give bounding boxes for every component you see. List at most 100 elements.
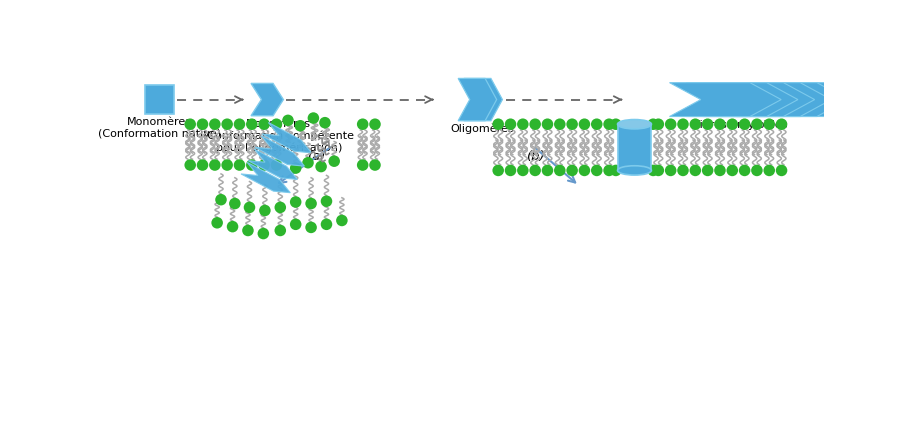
Circle shape	[739, 118, 750, 130]
Circle shape	[702, 118, 713, 130]
Circle shape	[242, 225, 253, 236]
Circle shape	[320, 219, 332, 230]
Circle shape	[714, 165, 726, 176]
Circle shape	[221, 118, 233, 130]
Circle shape	[591, 165, 602, 176]
Circle shape	[258, 118, 270, 130]
Polygon shape	[248, 149, 297, 179]
Circle shape	[290, 219, 301, 230]
Circle shape	[726, 165, 738, 176]
Circle shape	[196, 159, 208, 171]
Circle shape	[739, 165, 750, 176]
Circle shape	[369, 118, 381, 130]
Circle shape	[591, 118, 602, 130]
Circle shape	[306, 222, 317, 233]
Circle shape	[677, 165, 688, 176]
Circle shape	[689, 118, 701, 130]
Circle shape	[243, 202, 255, 213]
Circle shape	[336, 215, 348, 226]
Circle shape	[665, 118, 677, 130]
Circle shape	[505, 118, 516, 130]
Circle shape	[492, 118, 504, 130]
Circle shape	[185, 118, 196, 130]
Circle shape	[246, 118, 258, 130]
Circle shape	[776, 165, 788, 176]
Text: Oligomères: Oligomères	[450, 124, 514, 134]
Polygon shape	[736, 83, 848, 117]
Circle shape	[369, 159, 381, 171]
Polygon shape	[251, 83, 284, 116]
Circle shape	[234, 159, 245, 171]
Circle shape	[610, 118, 621, 130]
Circle shape	[290, 196, 301, 208]
Circle shape	[751, 165, 763, 176]
Circle shape	[274, 225, 286, 236]
Circle shape	[211, 217, 223, 229]
Circle shape	[542, 118, 554, 130]
Circle shape	[258, 159, 270, 171]
Polygon shape	[464, 78, 502, 121]
Polygon shape	[687, 83, 798, 117]
Polygon shape	[241, 162, 290, 193]
Circle shape	[610, 165, 621, 176]
Circle shape	[302, 157, 314, 168]
Circle shape	[230, 198, 241, 210]
Circle shape	[295, 120, 306, 131]
Circle shape	[308, 112, 319, 124]
Circle shape	[271, 159, 282, 171]
Bar	[145, 85, 174, 114]
Circle shape	[357, 118, 368, 130]
Polygon shape	[754, 83, 865, 117]
Circle shape	[751, 118, 763, 130]
Circle shape	[492, 165, 504, 176]
Circle shape	[209, 159, 220, 171]
Text: (b): (b)	[527, 149, 546, 162]
Bar	[618, 124, 652, 170]
Ellipse shape	[618, 120, 652, 129]
Polygon shape	[263, 123, 311, 153]
Circle shape	[319, 117, 330, 128]
Circle shape	[246, 159, 258, 171]
Circle shape	[603, 118, 615, 130]
Circle shape	[209, 118, 220, 130]
Polygon shape	[669, 83, 781, 117]
Circle shape	[726, 118, 738, 130]
Circle shape	[259, 205, 271, 216]
Polygon shape	[720, 83, 832, 117]
Circle shape	[306, 198, 317, 210]
Circle shape	[764, 118, 775, 130]
Circle shape	[517, 118, 529, 130]
Circle shape	[221, 159, 233, 171]
Circle shape	[290, 162, 301, 174]
Circle shape	[566, 118, 578, 130]
Circle shape	[554, 165, 565, 176]
Circle shape	[764, 165, 775, 176]
Polygon shape	[703, 83, 814, 117]
Circle shape	[215, 194, 227, 206]
Circle shape	[357, 159, 368, 171]
Circle shape	[647, 165, 659, 176]
Circle shape	[603, 165, 615, 176]
Text: Monomères
(Conformation compétente
pour l’oligomérisation): Monomères (Conformation compétente pour …	[203, 119, 354, 153]
Circle shape	[258, 228, 269, 239]
Polygon shape	[458, 78, 497, 121]
Circle shape	[653, 165, 664, 176]
Circle shape	[677, 118, 688, 130]
Circle shape	[329, 156, 340, 167]
Circle shape	[530, 118, 541, 130]
Circle shape	[554, 118, 565, 130]
Circle shape	[578, 118, 590, 130]
Circle shape	[315, 161, 327, 172]
Circle shape	[271, 118, 282, 130]
Circle shape	[234, 118, 245, 130]
Circle shape	[274, 202, 286, 213]
Circle shape	[578, 165, 590, 176]
Circle shape	[282, 114, 294, 126]
Circle shape	[530, 165, 541, 176]
Polygon shape	[255, 136, 305, 166]
Circle shape	[185, 159, 196, 171]
Circle shape	[714, 118, 726, 130]
Circle shape	[566, 165, 578, 176]
Circle shape	[542, 165, 554, 176]
Circle shape	[320, 195, 332, 207]
